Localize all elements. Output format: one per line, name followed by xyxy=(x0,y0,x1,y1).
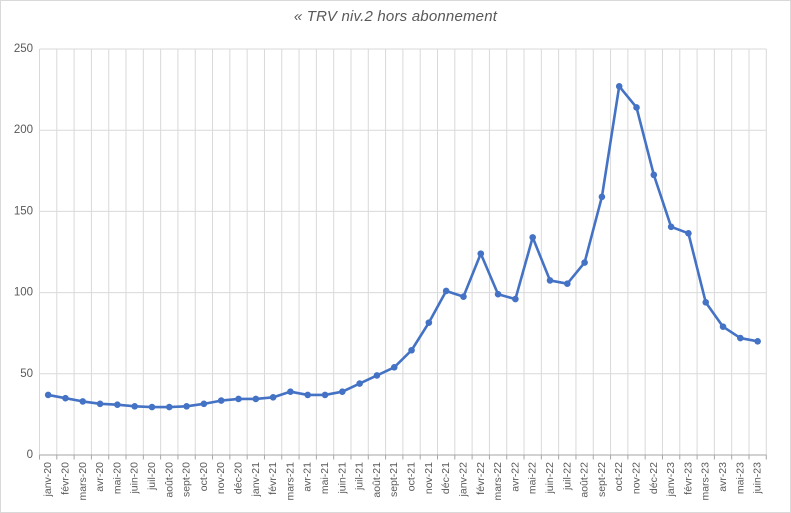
data-point-marker xyxy=(356,380,363,387)
x-axis-label: mai-21 xyxy=(319,462,331,494)
x-axis-label: sept-20 xyxy=(181,462,193,497)
x-axis-label: janv-20 xyxy=(42,462,54,498)
x-axis-label: août-22 xyxy=(579,462,591,498)
data-point-marker xyxy=(62,394,69,402)
data-point-marker xyxy=(44,391,52,399)
x-axis-label: mars-20 xyxy=(77,462,89,501)
data-point-marker xyxy=(390,364,398,371)
data-point-marker xyxy=(79,398,87,405)
x-axis-label: juin-20 xyxy=(129,462,141,495)
data-point-marker xyxy=(685,230,692,237)
data-point-marker xyxy=(217,397,225,404)
x-axis-label: juil-20 xyxy=(146,462,158,491)
data-point-marker xyxy=(269,394,277,401)
data-point-marker xyxy=(460,293,467,300)
chart-title: « TRV niv.2 hors abonnement xyxy=(293,8,498,25)
x-axis-label: sept-22 xyxy=(596,462,608,497)
data-point-marker xyxy=(598,193,606,201)
data-point-marker xyxy=(667,223,675,231)
x-axis-label: avr-22 xyxy=(509,462,521,492)
x-axis-label: nov-21 xyxy=(423,462,435,494)
x-axis-label: oct-22 xyxy=(613,462,625,491)
data-point-marker xyxy=(529,234,536,241)
data-point-marker xyxy=(252,395,260,403)
data-point-marker xyxy=(408,346,415,354)
data-point-marker xyxy=(477,250,485,257)
x-axis-label: oct-21 xyxy=(406,462,418,491)
x-axis-label: déc-22 xyxy=(648,462,660,494)
data-point-marker xyxy=(737,334,744,342)
x-axis-label: mars-23 xyxy=(700,462,712,501)
x-axis-label: mars-21 xyxy=(284,462,296,501)
data-point-marker xyxy=(148,403,156,411)
x-axis-label: déc-20 xyxy=(233,462,245,494)
data-point-marker xyxy=(494,290,502,298)
y-axis-label: 100 xyxy=(14,287,33,299)
x-axis-label: juin-21 xyxy=(336,462,348,495)
data-point-marker xyxy=(719,323,727,331)
x-axis-label: janv-22 xyxy=(457,462,469,498)
x-axis-label: janv-21 xyxy=(250,462,262,498)
x-axis-label: sept-21 xyxy=(388,462,400,497)
y-axis-label: 200 xyxy=(14,124,33,136)
x-axis-label: févr-21 xyxy=(267,462,279,495)
x-axis-label: mars-22 xyxy=(492,462,504,501)
data-point-marker xyxy=(754,338,761,345)
y-axis-label: 150 xyxy=(14,205,33,217)
y-axis-label: 250 xyxy=(14,43,33,55)
x-axis-label: nov-22 xyxy=(631,462,643,494)
data-point-marker xyxy=(425,319,433,326)
x-axis-label: déc-21 xyxy=(440,462,452,494)
x-axis-label: juin-23 xyxy=(752,462,764,495)
data-point-marker xyxy=(321,391,329,399)
data-point-marker xyxy=(200,400,208,408)
x-axis-label: mai-22 xyxy=(527,462,539,494)
x-axis-label: mai-20 xyxy=(111,462,123,494)
data-point-marker xyxy=(633,104,640,111)
x-axis-label: janv-23 xyxy=(665,462,677,498)
data-point-marker xyxy=(650,171,658,179)
data-point-marker xyxy=(235,395,242,403)
x-axis-label: avr-20 xyxy=(94,462,106,492)
data-point-marker xyxy=(546,277,554,284)
x-axis-label: août-20 xyxy=(163,462,175,498)
data-point-marker xyxy=(702,299,710,306)
x-axis-label: févr-22 xyxy=(475,462,487,495)
data-point-marker xyxy=(442,287,450,295)
data-point-marker xyxy=(114,401,121,408)
data-point-marker xyxy=(183,402,190,410)
x-axis-label: juil-22 xyxy=(561,462,573,491)
data-point-marker xyxy=(512,295,519,303)
data-point-marker xyxy=(131,402,138,410)
y-axis-label: 50 xyxy=(20,368,33,380)
data-point-marker xyxy=(165,403,173,411)
x-axis-label: juin-22 xyxy=(544,462,556,495)
data-point-marker xyxy=(339,388,346,395)
x-axis-label: mai-23 xyxy=(734,462,746,494)
x-axis-label: févr-23 xyxy=(682,462,694,495)
data-point-marker xyxy=(581,259,588,266)
x-axis-label: avr-21 xyxy=(302,462,314,492)
data-point-marker xyxy=(96,400,104,408)
data-point-marker xyxy=(304,391,312,399)
data-point-marker xyxy=(615,83,623,90)
x-axis-label: août-21 xyxy=(371,462,383,498)
x-axis-label: févr-20 xyxy=(59,462,71,495)
y-axis-label: 0 xyxy=(27,449,33,461)
data-point-marker xyxy=(287,388,294,395)
data-point-marker xyxy=(373,372,381,379)
x-axis-label: nov-20 xyxy=(215,462,227,494)
x-axis-label: oct-20 xyxy=(198,462,210,491)
x-axis-label: juil-21 xyxy=(354,462,366,491)
x-axis-label: avr-23 xyxy=(717,462,729,492)
data-point-marker xyxy=(563,280,571,287)
